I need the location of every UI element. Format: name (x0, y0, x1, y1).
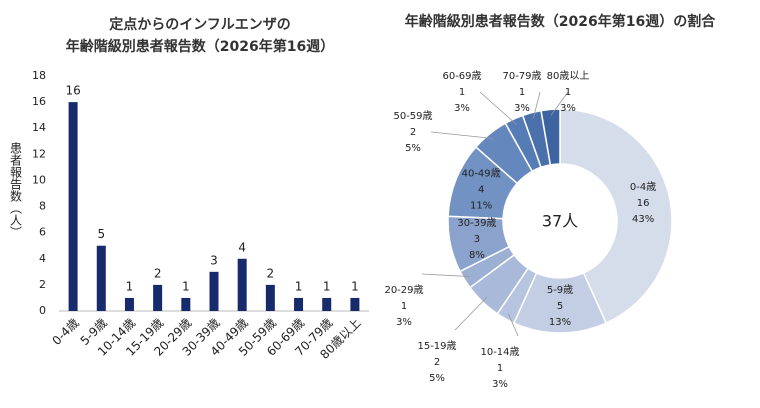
y-tick-label: 14 (32, 121, 46, 134)
bar (350, 297, 360, 311)
slice-count: 5 (557, 301, 563, 312)
data-label: 3 (210, 253, 218, 267)
leader-line (421, 273, 470, 277)
slice-percent: 8% (469, 250, 485, 261)
slice-category: 5-9歳 (547, 284, 573, 296)
slice-category: 50-59歳 (393, 110, 432, 122)
slice-category: 70-79歳 (502, 70, 541, 82)
x-tick-label: 0-4歳 (49, 316, 81, 348)
bar (96, 245, 106, 311)
y-tick-label: 12 (32, 147, 46, 160)
data-label: 1 (295, 279, 303, 293)
y-tick-label: 0 (39, 304, 46, 317)
slice-count: 2 (410, 127, 416, 138)
slice-count: 3 (474, 234, 480, 245)
data-label: 1 (351, 279, 359, 293)
y-tick-label: 6 (39, 226, 46, 239)
donut-slice (540, 108, 561, 166)
bar-title: 定点からのインフルエンザの (109, 16, 291, 33)
donut-slice (559, 108, 673, 325)
data-label: 2 (154, 266, 162, 280)
bar (294, 297, 304, 311)
bar (322, 297, 332, 311)
bar (124, 297, 134, 311)
data-label: 1 (323, 279, 331, 293)
leader-line (507, 313, 519, 337)
bar (209, 271, 219, 311)
slice-category: 20-29歳 (384, 284, 423, 296)
y-axis-label: 患者報告数（人） (9, 142, 23, 238)
slice-count: 1 (519, 87, 525, 98)
slice-count: 1 (497, 363, 503, 374)
data-label: 1 (126, 279, 134, 293)
slice-category: 10-14歳 (480, 346, 519, 358)
leader-line (550, 91, 569, 116)
leader-line (454, 297, 487, 331)
slice-category: 40-49歳 (462, 167, 501, 179)
y-tick-label: 8 (39, 200, 46, 213)
slice-category: 30-39歳 (457, 217, 496, 229)
slice-count: 16 (637, 198, 650, 209)
bar (153, 284, 163, 311)
slice-percent: 3% (396, 317, 412, 328)
slice-percent: 5% (405, 143, 421, 154)
slice-percent: 3% (560, 103, 576, 114)
slice-count: 4 (478, 184, 484, 195)
slice-category: 80歳以上 (547, 70, 590, 82)
slice-category: 0-4歳 (630, 181, 656, 193)
data-label: 1 (182, 279, 190, 293)
donut-title: 年齢階級別患者報告数（2026年第16週）の割合 (405, 13, 716, 30)
slice-percent: 3% (492, 379, 508, 390)
bar (237, 258, 247, 311)
slice-category: 15-19歳 (417, 340, 456, 352)
data-label: 2 (267, 266, 275, 280)
slice-percent: 3% (454, 103, 470, 114)
slice-percent: 3% (514, 103, 530, 114)
data-label: 5 (97, 227, 105, 241)
slice-percent: 13% (549, 317, 571, 328)
slice-category: 60-69歳 (442, 70, 481, 82)
y-tick-label: 18 (32, 69, 46, 82)
slice-count: 1 (459, 87, 465, 98)
y-tick-label: 2 (39, 278, 46, 291)
leader-line (479, 91, 517, 125)
donut-center-label: 37人 (542, 212, 578, 231)
slice-percent: 43% (632, 214, 654, 225)
bar (68, 102, 78, 311)
data-label: 16 (65, 84, 80, 98)
slice-count: 1 (401, 301, 407, 312)
leader-line (532, 91, 541, 119)
slice-percent: 5% (429, 373, 445, 384)
y-tick-label: 4 (39, 252, 46, 265)
slice-count: 1 (565, 87, 571, 98)
leader-line (430, 131, 494, 139)
y-tick-label: 16 (32, 95, 46, 108)
slice-count: 2 (434, 357, 440, 368)
bar-title: 年齢階級別患者報告数（2026年第16週） (66, 38, 334, 55)
data-label: 4 (238, 240, 246, 254)
bar (265, 284, 275, 311)
y-tick-label: 10 (32, 173, 46, 186)
slice-percent: 11% (470, 200, 492, 211)
bar (181, 297, 191, 311)
